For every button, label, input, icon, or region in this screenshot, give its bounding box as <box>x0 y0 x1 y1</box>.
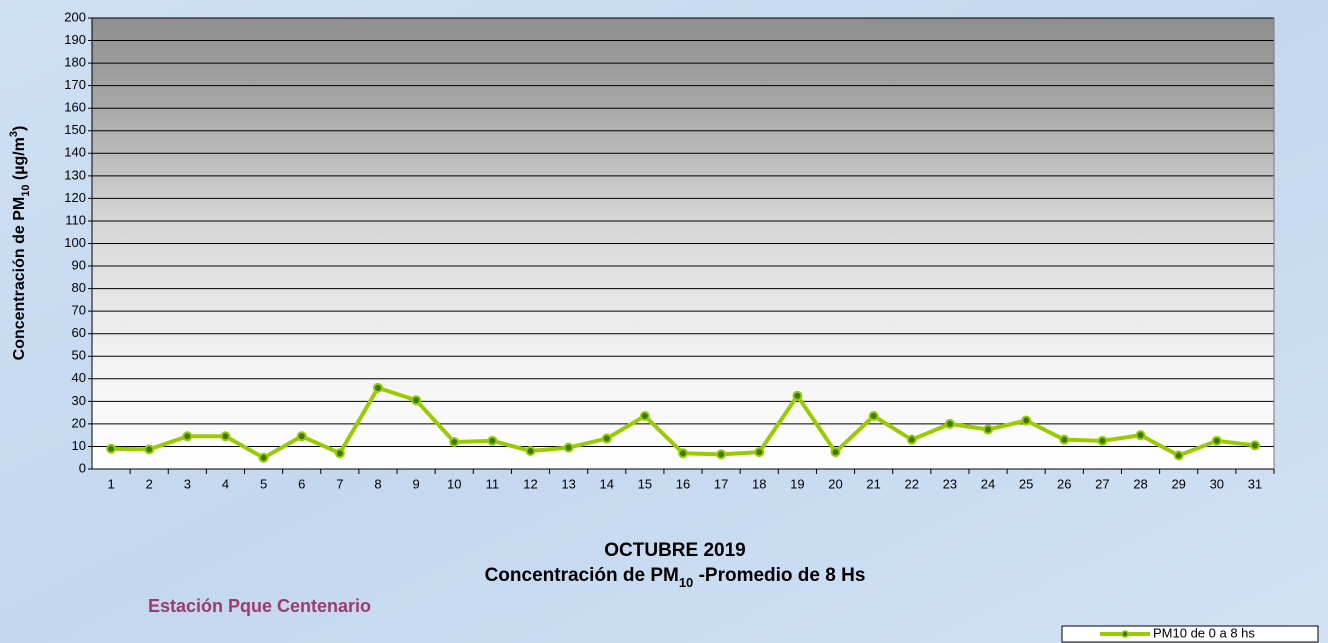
x-tick-label: 27 <box>1095 476 1109 491</box>
x-tick-label: 16 <box>676 476 690 491</box>
point <box>221 432 229 440</box>
x-tick-label: 2 <box>146 476 153 491</box>
x-tick-label: 10 <box>447 476 461 491</box>
point <box>298 432 306 440</box>
point <box>1022 417 1030 425</box>
point <box>450 438 458 446</box>
point <box>717 450 725 458</box>
x-tick-label: 13 <box>561 476 575 491</box>
y-tick-label: 20 <box>72 415 86 430</box>
point <box>374 384 382 392</box>
point <box>870 412 878 420</box>
x-tick-label: 12 <box>523 476 537 491</box>
x-tick-label: 14 <box>600 476 614 491</box>
x-tick-label: 18 <box>752 476 766 491</box>
point <box>793 392 801 400</box>
subtitle-part: -Promedio de 8 Hs <box>693 565 865 586</box>
x-tick-label: 3 <box>184 476 191 491</box>
point <box>336 449 344 457</box>
y-tick-label: 200 <box>64 9 86 24</box>
x-tick-label: 20 <box>828 476 842 491</box>
point <box>1137 431 1145 439</box>
y-tick-label: 0 <box>79 460 86 475</box>
y-label-part: Concentración de PM <box>11 197 28 361</box>
legend-marker <box>1122 631 1128 637</box>
y-tick-label: 80 <box>72 280 86 295</box>
point <box>984 426 992 434</box>
point <box>679 449 687 457</box>
chart-title: OCTUBRE 2019 <box>604 540 746 561</box>
x-tick-label: 28 <box>1133 476 1147 491</box>
point <box>488 437 496 445</box>
point <box>641 412 649 420</box>
y-label-part: (µg/m <box>11 137 28 184</box>
legend-label: PM10 de 0 a 8 hs <box>1153 625 1255 640</box>
point <box>260 454 268 462</box>
point <box>526 447 534 455</box>
x-tick-label: 31 <box>1248 476 1262 491</box>
y-tick-label: 90 <box>72 257 86 272</box>
x-tick-label: 17 <box>714 476 728 491</box>
x-tick-label: 8 <box>374 476 381 491</box>
y-tick-label: 30 <box>72 393 86 408</box>
x-tick-label: 24 <box>981 476 995 491</box>
point <box>107 445 115 453</box>
y-tick-label: 120 <box>64 190 86 205</box>
x-tick-label: 7 <box>336 476 343 491</box>
point <box>908 436 916 444</box>
x-tick-label: 11 <box>486 476 500 491</box>
y-label-part: ) <box>11 126 28 131</box>
y-tick-label: 150 <box>64 122 86 137</box>
x-tick-label: 23 <box>943 476 957 491</box>
x-tick-label: 19 <box>790 476 804 491</box>
y-tick-label: 190 <box>64 32 86 47</box>
point <box>946 420 954 428</box>
x-tick-label: 5 <box>260 476 267 491</box>
x-tick-label: 25 <box>1019 476 1033 491</box>
point <box>412 396 420 404</box>
y-label-sub: 10 <box>20 185 32 197</box>
x-tick-label: 22 <box>905 476 919 491</box>
y-tick-label: 10 <box>72 438 86 453</box>
point <box>603 435 611 443</box>
subtitle-part: Concentración de PM <box>485 565 679 586</box>
x-tick-label: 4 <box>222 476 229 491</box>
point <box>565 444 573 452</box>
y-tick-label: 100 <box>64 235 86 250</box>
y-tick-label: 50 <box>72 348 86 363</box>
subtitle-sub: 10 <box>679 575 693 590</box>
point <box>145 445 153 453</box>
point <box>755 448 763 456</box>
station-label: Estación Pque Centenario <box>148 596 371 616</box>
x-tick-label: 21 <box>866 476 880 491</box>
x-tick-label: 30 <box>1210 476 1224 491</box>
point <box>1098 437 1106 445</box>
y-tick-label: 140 <box>64 145 86 160</box>
x-tick-label: 26 <box>1057 476 1071 491</box>
y-tick-label: 60 <box>72 325 86 340</box>
x-tick-label: 9 <box>412 476 419 491</box>
x-tick-label: 6 <box>298 476 305 491</box>
point <box>1060 436 1068 444</box>
y-tick-label: 180 <box>64 55 86 70</box>
y-tick-label: 170 <box>64 77 86 92</box>
x-tick-label: 29 <box>1171 476 1185 491</box>
y-tick-label: 110 <box>65 212 86 227</box>
point <box>183 432 191 440</box>
x-tick-label: 1 <box>107 476 114 491</box>
point <box>1175 451 1183 459</box>
y-tick-label: 160 <box>64 100 86 115</box>
y-tick-label: 70 <box>72 303 86 318</box>
point <box>1251 441 1259 449</box>
x-tick-label: 15 <box>638 476 652 491</box>
point <box>832 448 840 456</box>
y-tick-label: 130 <box>64 167 86 182</box>
point <box>1213 437 1221 445</box>
y-tick-label: 40 <box>72 370 86 385</box>
chart: OCTUBRE 2019 Concentración de PM10 -Prom… <box>0 0 1328 643</box>
